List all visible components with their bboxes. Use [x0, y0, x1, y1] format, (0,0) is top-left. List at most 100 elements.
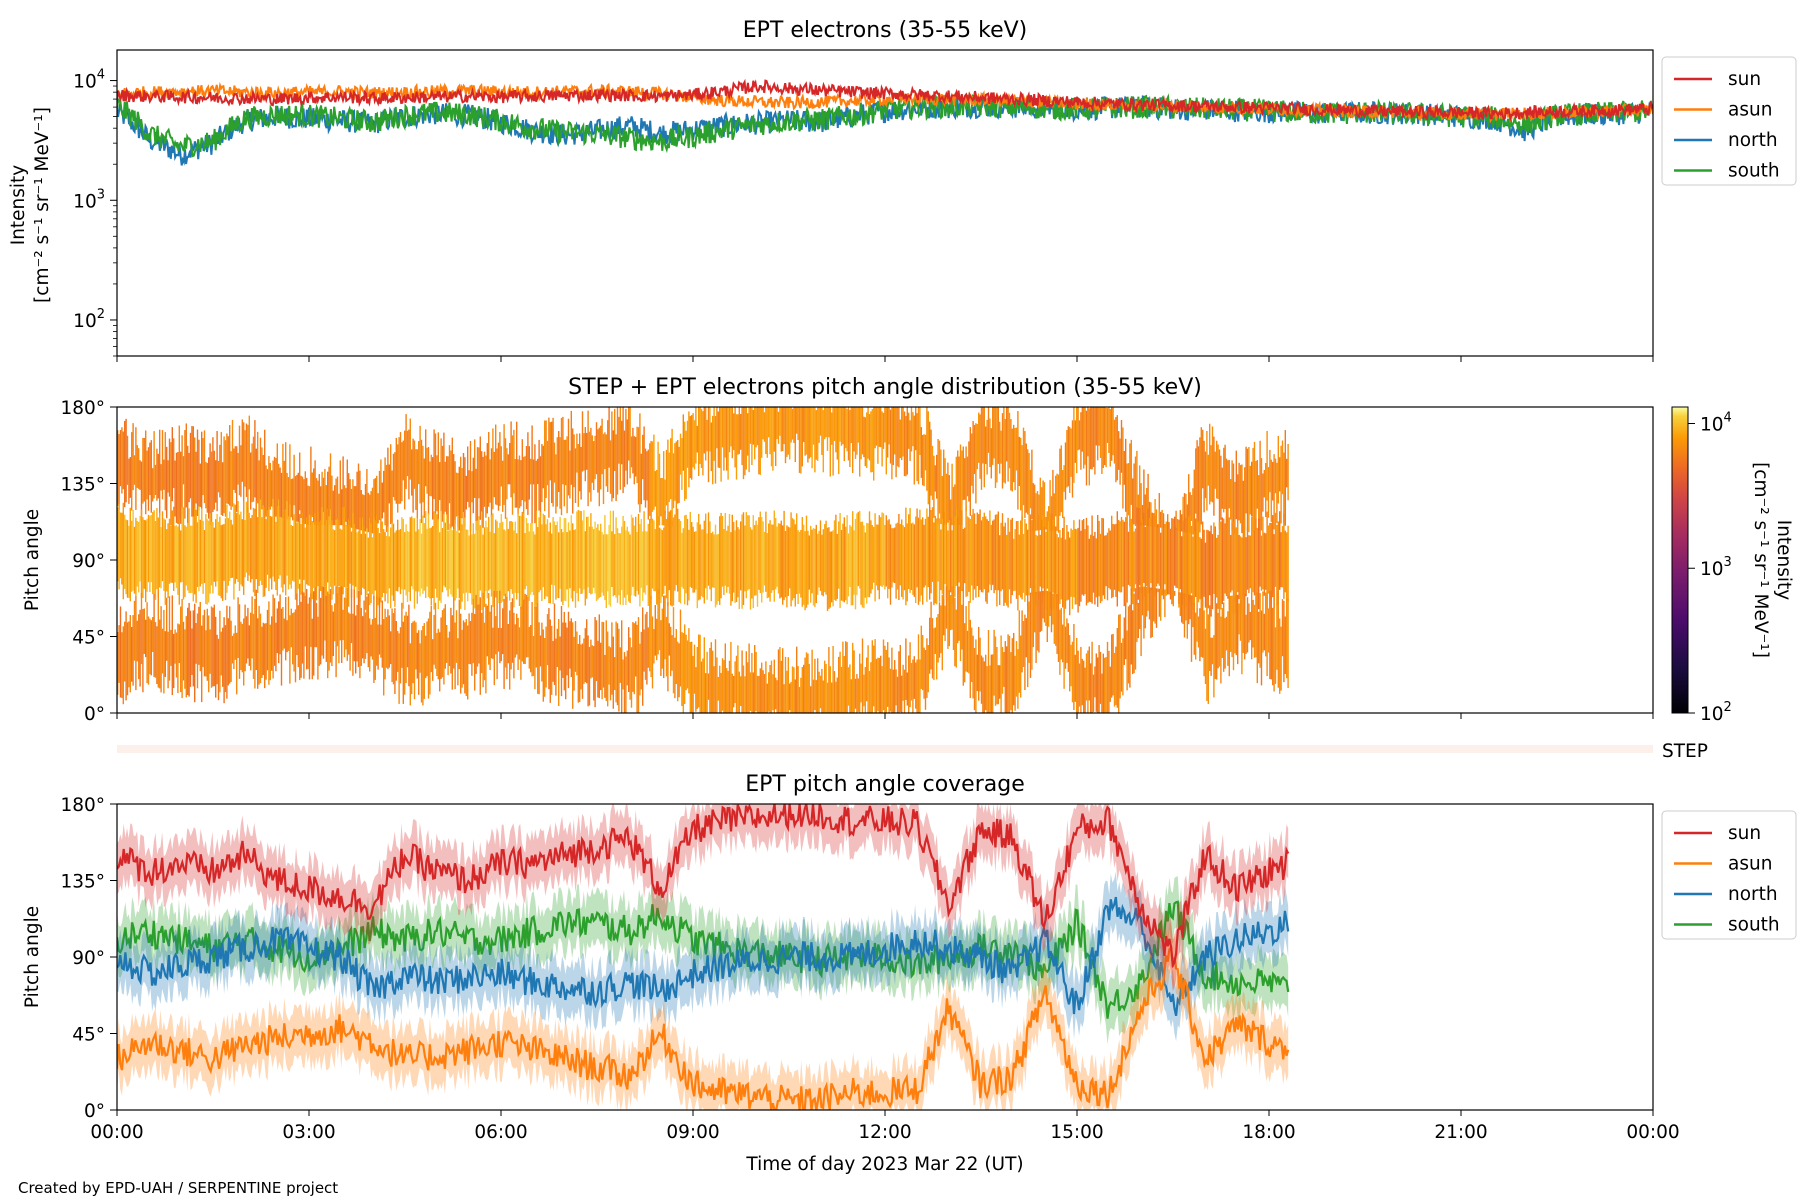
heatmap-cell-low — [430, 605, 432, 673]
heatmap-cell-mid — [762, 521, 764, 593]
credit-text: Created by EPD-UAH / SERPENTINE project — [18, 1179, 338, 1197]
heatmap-cell-mid — [1154, 515, 1156, 595]
heatmap-cell-high — [990, 428, 992, 479]
heatmap-cell-mid — [378, 532, 381, 608]
heatmap-cell-high — [492, 428, 494, 510]
heatmap-cell-high — [924, 434, 927, 471]
heatmap-cell-high — [416, 449, 418, 519]
heatmap-cell-mid — [782, 525, 784, 605]
heatmap-cell-mid — [1162, 513, 1165, 594]
heatmap-cell-low — [840, 666, 843, 713]
heatmap-cell-low — [665, 616, 668, 677]
heatmap-cell-high — [1189, 492, 1191, 534]
heatmap-cell-low — [1147, 587, 1149, 611]
heatmap-cell-low — [899, 644, 901, 712]
heatmap-cell-high — [226, 433, 228, 504]
heatmap-cell-mid — [818, 530, 820, 588]
heatmap-cell-high — [846, 408, 848, 452]
heatmap-cell-mid — [952, 523, 955, 588]
heatmap-cell-mid — [1251, 516, 1253, 594]
heatmap-cell-low — [986, 666, 988, 713]
heatmap-cell-high — [761, 407, 763, 458]
heatmap-cell-high — [1183, 493, 1186, 533]
heatmap-cell-mid — [1112, 523, 1114, 598]
heatmap-cell-low — [356, 604, 358, 662]
x-tick-label: 18:00 — [1242, 1122, 1295, 1143]
heatmap-cell-low — [612, 636, 614, 709]
heatmap-cell-low — [800, 677, 802, 713]
heatmap-cell-high — [377, 493, 379, 524]
heatmap-cell-low — [941, 594, 943, 671]
heatmap-cell-mid — [1066, 524, 1068, 601]
heatmap-cell-high — [884, 407, 886, 443]
heatmap-cell-mid — [1118, 520, 1120, 592]
heatmap-cell-mid — [205, 514, 207, 604]
heatmap-cell-mid — [747, 515, 749, 591]
heatmap-cell-mid — [1053, 525, 1055, 609]
heatmap-cell-low — [138, 614, 140, 680]
heatmap-cell-low — [443, 608, 445, 685]
heatmap-cell-high — [285, 442, 287, 519]
heatmap-cell-mid — [133, 526, 136, 594]
heatmap-cell-high — [257, 431, 259, 504]
heatmap-cell-low — [1217, 612, 1219, 669]
heatmap-cell-high — [1200, 427, 1202, 525]
heatmap-cell-mid — [1273, 534, 1275, 609]
heatmap-cell-high — [657, 441, 659, 526]
heatmap-cell-low — [975, 639, 977, 713]
heatmap-cell-mid — [208, 520, 210, 603]
heatmap-cell-mid — [622, 515, 624, 606]
heatmap-cell-mid — [576, 511, 578, 594]
heatmap-cell-high — [748, 407, 750, 473]
panel1-ylabel-line1: Intensity — [8, 165, 29, 246]
heatmap-cell-high — [798, 407, 801, 473]
heatmap-cell-mid — [660, 528, 662, 603]
heatmap-cell-mid — [283, 510, 285, 585]
heatmap-cell-high — [173, 438, 175, 489]
heatmap-cell-low — [700, 661, 703, 713]
heatmap-cell-mid — [318, 521, 320, 599]
heatmap-cell-low — [1272, 607, 1274, 686]
heatmap-cell-high — [689, 416, 691, 479]
colorbar-label-line2: [cm⁻² s⁻¹ sr⁻¹ MeV⁻¹] — [1750, 462, 1771, 658]
heatmap-cell-high — [371, 487, 374, 534]
heatmap-cell-mid — [300, 524, 302, 595]
heatmap-cell-mid — [712, 531, 714, 588]
heatmap-cell-high — [938, 440, 941, 514]
y-tick-label: 90° — [72, 551, 105, 572]
heatmap-cell-high — [1020, 437, 1022, 511]
heatmap-cell-low — [504, 593, 507, 668]
heatmap-cell-high — [566, 436, 568, 514]
heatmap-cell-mid — [971, 515, 973, 586]
heatmap-cell-low — [1137, 602, 1139, 639]
heatmap-cell-high — [794, 407, 796, 463]
heatmap-cell-low — [751, 653, 753, 713]
heatmap-cell-low — [251, 596, 253, 659]
heatmap-cell-low — [1013, 632, 1015, 706]
heatmap-cell-low — [1056, 593, 1058, 654]
heatmap-cell-low — [707, 673, 710, 700]
heatmap-cell-low — [892, 669, 894, 713]
heatmap-cell-high — [920, 427, 922, 478]
heatmap-cell-low — [779, 646, 781, 713]
heatmap-cell-low — [247, 607, 249, 659]
heatmap-cell-high — [873, 407, 875, 481]
heatmap-cell-high — [850, 407, 852, 444]
heatmap-cell-mid — [1003, 526, 1005, 606]
heatmap-cell-mid — [350, 531, 353, 598]
heatmap-cell-mid — [959, 509, 962, 598]
heatmap-cell-low — [668, 623, 670, 656]
heatmap-cell-mid — [352, 512, 354, 586]
heatmap-cell-low — [931, 618, 934, 679]
heatmap-cell-mid — [672, 517, 675, 606]
y-tick-label: 45° — [72, 1025, 105, 1046]
heatmap-cell-high — [709, 407, 711, 452]
heatmap-cell-high — [1115, 417, 1117, 483]
heatmap-cell-low — [646, 611, 648, 685]
heatmap-cell-low — [335, 586, 337, 678]
heatmap-cell-low — [1060, 608, 1062, 660]
heatmap-cell-low — [423, 623, 425, 699]
heatmap-cell-mid — [878, 515, 880, 600]
heatmap-cell-low — [189, 610, 192, 687]
heatmap-cell-high — [866, 412, 868, 468]
